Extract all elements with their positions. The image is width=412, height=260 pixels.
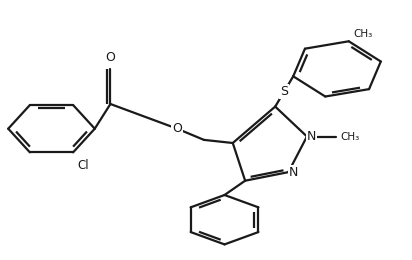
Text: CH₃: CH₃ bbox=[353, 29, 373, 39]
Text: N: N bbox=[288, 166, 298, 179]
Text: N: N bbox=[307, 130, 316, 143]
Text: Cl: Cl bbox=[77, 159, 89, 172]
Text: O: O bbox=[172, 122, 182, 135]
Text: O: O bbox=[105, 51, 115, 64]
Text: S: S bbox=[280, 85, 288, 98]
Text: CH₃: CH₃ bbox=[340, 132, 359, 141]
